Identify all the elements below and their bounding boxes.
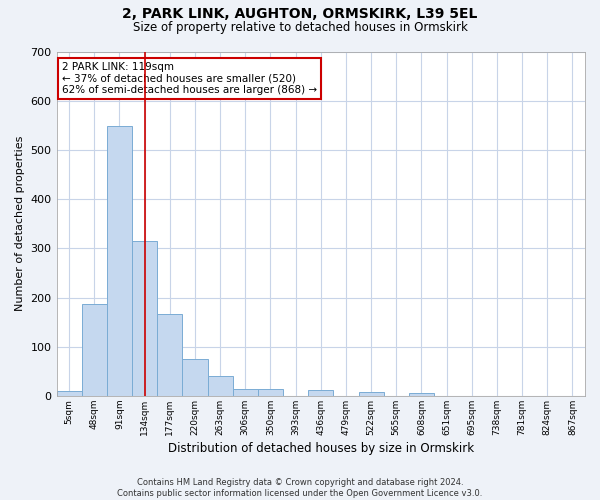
Bar [308, 390, 334, 396]
Bar [359, 392, 383, 396]
Bar [182, 358, 208, 396]
Text: Contains HM Land Registry data © Crown copyright and database right 2024.
Contai: Contains HM Land Registry data © Crown c… [118, 478, 482, 498]
Text: 2 PARK LINK: 119sqm
← 37% of detached houses are smaller (520)
62% of semi-detac: 2 PARK LINK: 119sqm ← 37% of detached ho… [62, 62, 317, 95]
Bar [258, 388, 283, 396]
Bar [56, 391, 82, 396]
Bar [208, 376, 233, 396]
Bar [132, 241, 157, 396]
Bar [409, 394, 434, 396]
Text: 2, PARK LINK, AUGHTON, ORMSKIRK, L39 5EL: 2, PARK LINK, AUGHTON, ORMSKIRK, L39 5EL [122, 8, 478, 22]
Bar [107, 126, 132, 396]
Bar [157, 314, 182, 396]
Text: Size of property relative to detached houses in Ormskirk: Size of property relative to detached ho… [133, 21, 467, 34]
X-axis label: Distribution of detached houses by size in Ormskirk: Distribution of detached houses by size … [168, 442, 474, 455]
Bar [233, 388, 258, 396]
Y-axis label: Number of detached properties: Number of detached properties [15, 136, 25, 312]
Bar [82, 304, 107, 396]
